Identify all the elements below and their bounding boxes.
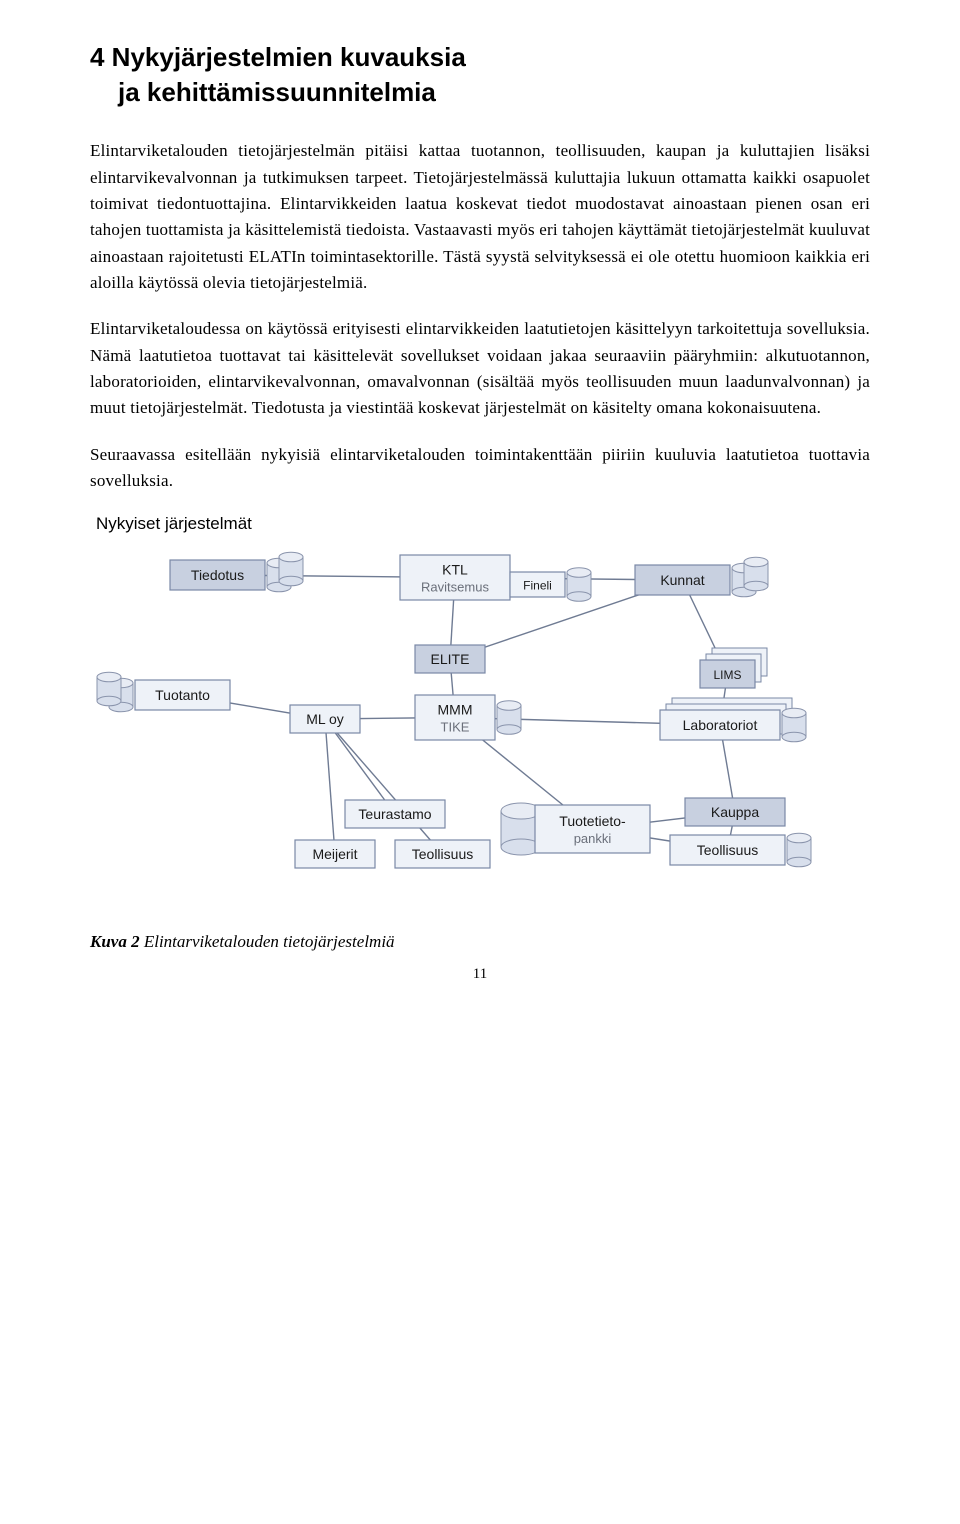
paragraph-3: Seuraavassa esitellään nykyisiä elintarv… [90, 442, 870, 495]
diagram-node-mloy: ML oy [290, 705, 360, 733]
document-page: 4 Nykyjärjestelmien kuvauksia ja kehittä… [0, 0, 960, 1013]
diagram-node-tuotetieto: Tuotetieto-pankki [501, 803, 650, 855]
svg-text:Meijerit: Meijerit [312, 846, 357, 862]
svg-text:Teurastamo: Teurastamo [358, 806, 431, 822]
caption-label: Kuva 2 [90, 932, 140, 951]
diagram-node-teollisuus_s: Teollisuus [395, 840, 490, 868]
svg-text:LIMS: LIMS [713, 668, 741, 682]
diagram-node-mmm: MMM TIKE [415, 695, 521, 740]
svg-text:Laboratoriot: Laboratoriot [683, 717, 758, 733]
svg-text:KTL: KTL [442, 562, 468, 578]
diagram-title: Nykyiset järjestelmät [96, 514, 870, 534]
diagram-node-laboratoriot: Laboratoriot [660, 698, 806, 742]
heading-line-1: 4 Nykyjärjestelmien kuvauksia [90, 42, 466, 72]
svg-text:Fineli: Fineli [523, 579, 552, 593]
svg-text:TIKE: TIKE [441, 720, 470, 735]
diagram-node-kauppa: Kauppa [685, 798, 785, 826]
svg-text:Kunnat: Kunnat [660, 572, 704, 588]
diagram-node-meijerit: Meijerit [295, 840, 375, 868]
systems-diagram: Tiedotus KTL Ravitsemus Fineli Kunnat Tuotant… [90, 540, 850, 910]
diagram-node-teurastamo: Teurastamo [345, 800, 445, 828]
diagram-node-ktl: KTL Ravitsemus [400, 555, 510, 600]
svg-text:pankki: pankki [574, 831, 612, 846]
page-number: 11 [90, 966, 870, 983]
svg-text:Tuotanto: Tuotanto [155, 687, 210, 703]
paragraph-1: Elintarviketalouden tietojärjestelmän pi… [90, 138, 870, 296]
svg-text:Teollisuus: Teollisuus [412, 846, 473, 862]
svg-text:Tuotetieto-: Tuotetieto- [559, 813, 626, 829]
diagram-node-lims: LIMS [700, 648, 767, 688]
svg-text:MMM: MMM [438, 702, 473, 718]
svg-text:Teollisuus: Teollisuus [697, 842, 758, 858]
diagram-container: Nykyiset järjestelmät Tiedotus KTL Ravitse… [90, 514, 870, 910]
figure-caption: Kuva 2 Elintarviketalouden tietojärjeste… [90, 932, 870, 952]
paragraph-2: Elintarviketaloudessa on käytössä erityi… [90, 316, 870, 421]
svg-text:Ravitsemus: Ravitsemus [421, 580, 489, 595]
diagram-node-elite: ELITE [415, 645, 485, 673]
diagram-node-teollisuus_b: Teollisuus [670, 834, 811, 868]
caption-text: Elintarviketalouden tietojärjestelmiä [140, 932, 395, 951]
section-heading: 4 Nykyjärjestelmien kuvauksia ja kehittä… [90, 40, 870, 110]
svg-text:Tiedotus: Tiedotus [191, 567, 244, 583]
svg-text:ML oy: ML oy [306, 711, 344, 727]
diagram-node-fineli: Fineli [510, 568, 591, 602]
svg-text:Kauppa: Kauppa [711, 804, 759, 820]
svg-text:ELITE: ELITE [431, 651, 470, 667]
heading-line-2: ja kehittämissuunnitelmia [90, 75, 870, 110]
